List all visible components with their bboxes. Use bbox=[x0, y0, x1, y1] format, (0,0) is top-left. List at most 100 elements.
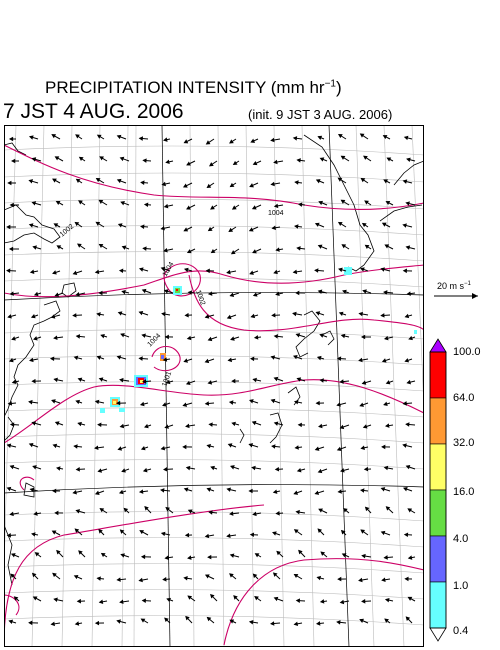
wind-arrow bbox=[275, 291, 280, 297]
wind-arrow bbox=[232, 160, 238, 166]
wind-arrow bbox=[183, 267, 189, 273]
wind-arrow bbox=[74, 221, 80, 227]
wind-arrow bbox=[49, 356, 55, 362]
wind-arrow bbox=[182, 183, 188, 188]
wind-arrow bbox=[316, 575, 322, 581]
wind-arrow bbox=[206, 443, 211, 449]
wind-arrow bbox=[117, 223, 123, 228]
wind-arrow bbox=[99, 508, 105, 513]
wind-arrow bbox=[32, 245, 37, 250]
wind-arrow bbox=[273, 421, 279, 426]
wind-arrow bbox=[336, 620, 341, 625]
wind-arrow bbox=[273, 334, 279, 339]
wind-arrow bbox=[296, 377, 302, 382]
wind-arrow bbox=[54, 421, 60, 426]
wind-arrow bbox=[165, 159, 170, 165]
wind-arrow bbox=[293, 355, 298, 360]
wind-arrow bbox=[120, 553, 125, 558]
wind-arrow bbox=[336, 402, 341, 407]
wind-arrow bbox=[271, 225, 276, 230]
wind-arrow bbox=[28, 223, 34, 228]
wind-arrow bbox=[164, 334, 169, 340]
wind-arrow bbox=[121, 468, 126, 473]
wind-arrow bbox=[11, 336, 16, 341]
wind-arrow bbox=[165, 506, 171, 512]
wind-arrow bbox=[315, 621, 321, 626]
wind-arrow bbox=[187, 555, 192, 560]
wind-arrow bbox=[96, 576, 101, 581]
colorbar-tick-label: 64.0 bbox=[453, 392, 475, 404]
wind-arrow bbox=[78, 200, 83, 205]
wind-arrow bbox=[185, 465, 191, 471]
wind-arrow bbox=[292, 311, 297, 317]
wind-arrow bbox=[51, 399, 56, 404]
wind-arrow bbox=[250, 138, 256, 143]
wind-arrow bbox=[358, 577, 363, 583]
wind-arrow bbox=[253, 335, 259, 340]
wind-arrow bbox=[6, 268, 11, 273]
wind-arrow bbox=[187, 509, 193, 514]
wind-arrow bbox=[339, 424, 345, 430]
precipitation-cells bbox=[100, 267, 417, 413]
wind-arrow bbox=[230, 250, 236, 255]
wind-arrow bbox=[72, 313, 77, 318]
wind-arrow bbox=[29, 487, 35, 493]
wind-arrow bbox=[315, 400, 320, 406]
wind-arrow bbox=[8, 136, 14, 142]
wind-arrow bbox=[295, 333, 301, 338]
wind-arrow bbox=[50, 314, 56, 319]
wind-arrow bbox=[383, 179, 388, 184]
wind-arrow bbox=[252, 249, 257, 254]
wind-arrow bbox=[207, 554, 212, 560]
wind-arrow bbox=[28, 442, 34, 448]
wind-arrow bbox=[229, 292, 235, 297]
wind-arrow bbox=[119, 599, 124, 605]
wind-arrow bbox=[75, 292, 80, 297]
wind-arrow bbox=[98, 528, 103, 534]
wind-arrow bbox=[140, 180, 145, 185]
wind-arrow bbox=[75, 399, 81, 405]
wind-arrow bbox=[116, 134, 122, 140]
wind-arrow bbox=[229, 553, 235, 558]
wind-arrow bbox=[314, 222, 320, 227]
wind-arrow bbox=[361, 380, 367, 385]
wind-arrow bbox=[118, 268, 124, 274]
wind-arrow bbox=[337, 489, 342, 494]
wind-arrow bbox=[204, 358, 210, 364]
wind-arrow bbox=[385, 506, 391, 511]
wind-arrow bbox=[337, 177, 343, 182]
wind-arrow bbox=[338, 133, 343, 139]
wind-arrow bbox=[163, 467, 168, 472]
wind-arrow bbox=[142, 158, 147, 163]
wind-arrow bbox=[207, 380, 213, 385]
wind-arrow bbox=[402, 401, 407, 406]
wind-arrow bbox=[8, 357, 14, 363]
wind-arrow bbox=[164, 424, 170, 429]
title-closing: ) bbox=[335, 78, 342, 97]
wind-arrow bbox=[342, 289, 347, 295]
wind-arrow bbox=[78, 550, 83, 555]
wind-arrow bbox=[98, 290, 103, 296]
wind-arrow bbox=[116, 355, 122, 360]
wind-arrow bbox=[96, 355, 102, 360]
wind-arrow bbox=[361, 334, 366, 340]
wind-arrow bbox=[117, 446, 123, 451]
wind-arrow bbox=[143, 423, 149, 429]
wind-arrow bbox=[318, 200, 324, 206]
wind-arrow bbox=[54, 292, 60, 297]
wind-arrow bbox=[298, 549, 303, 555]
wind-arrow bbox=[54, 156, 60, 161]
wind-arrow bbox=[384, 244, 390, 249]
wind-arrow bbox=[252, 377, 257, 383]
wind-arrow bbox=[340, 468, 345, 473]
weather-map: 1004 1002 1004 1002 1004 1001 bbox=[4, 125, 424, 647]
wind-arrow bbox=[402, 223, 407, 228]
colorbar-block bbox=[429, 351, 447, 399]
wind-arrow bbox=[74, 528, 80, 533]
wind-arrow bbox=[73, 444, 78, 449]
wind-arrow bbox=[404, 358, 410, 363]
wind-arrow bbox=[252, 573, 258, 579]
wind-arrow bbox=[187, 290, 193, 295]
wind-arrow bbox=[210, 205, 215, 210]
wind-arrow bbox=[341, 553, 347, 558]
